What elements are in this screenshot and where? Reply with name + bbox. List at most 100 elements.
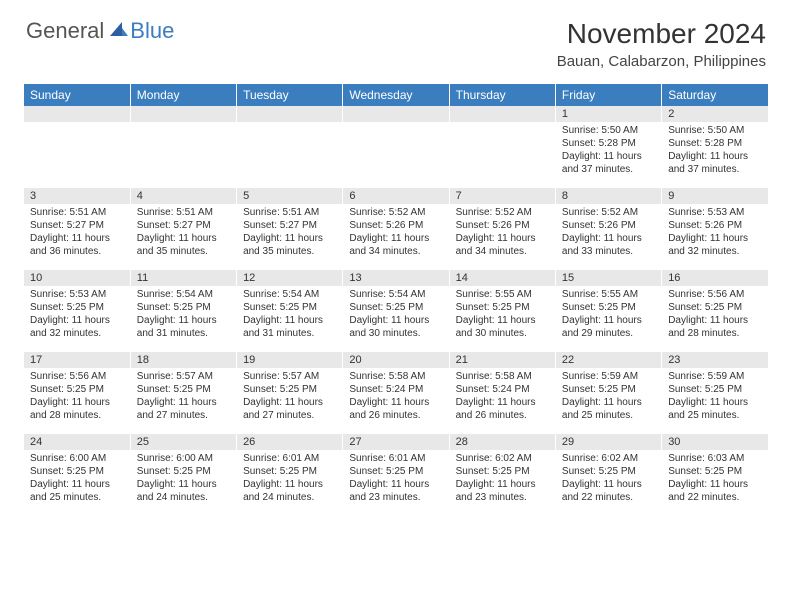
calendar-table: Sunday Monday Tuesday Wednesday Thursday… xyxy=(24,84,768,516)
sunset-text: Sunset: 5:25 PM xyxy=(137,465,230,478)
day-number: 18 xyxy=(131,352,236,368)
title-block: November 2024 Bauan, Calabarzon, Philipp… xyxy=(557,18,766,70)
daylight-text: Daylight: 11 hours and 30 minutes. xyxy=(349,314,442,340)
day-details: Sunrise: 5:54 AMSunset: 5:25 PMDaylight:… xyxy=(237,286,342,352)
calendar-cell: 25Sunrise: 6:00 AMSunset: 5:25 PMDayligh… xyxy=(130,434,236,516)
day-details: Sunrise: 6:01 AMSunset: 5:25 PMDaylight:… xyxy=(237,450,342,516)
calendar-cell: 8Sunrise: 5:52 AMSunset: 5:26 PMDaylight… xyxy=(555,188,661,270)
daylight-text: Daylight: 11 hours and 33 minutes. xyxy=(562,232,655,258)
daylight-text: Daylight: 11 hours and 23 minutes. xyxy=(456,478,549,504)
day-number xyxy=(450,106,555,122)
calendar-cell: 1Sunrise: 5:50 AMSunset: 5:28 PMDaylight… xyxy=(555,106,661,188)
day-details: Sunrise: 6:02 AMSunset: 5:25 PMDaylight:… xyxy=(556,450,661,516)
sunrise-text: Sunrise: 6:03 AM xyxy=(668,452,762,465)
calendar-cell: 17Sunrise: 5:56 AMSunset: 5:25 PMDayligh… xyxy=(24,352,130,434)
daylight-text: Daylight: 11 hours and 34 minutes. xyxy=(349,232,442,258)
empty-day xyxy=(131,122,236,188)
sunrise-text: Sunrise: 5:58 AM xyxy=(349,370,442,383)
location: Bauan, Calabarzon, Philippines xyxy=(557,53,766,70)
day-header: Monday xyxy=(130,84,236,106)
day-number: 5 xyxy=(237,188,342,204)
calendar-cell: 5Sunrise: 5:51 AMSunset: 5:27 PMDaylight… xyxy=(237,188,343,270)
day-number xyxy=(131,106,236,122)
daylight-text: Daylight: 11 hours and 25 minutes. xyxy=(668,396,762,422)
calendar-cell: 2Sunrise: 5:50 AMSunset: 5:28 PMDaylight… xyxy=(662,106,768,188)
sunrise-text: Sunrise: 5:56 AM xyxy=(668,288,762,301)
day-number: 21 xyxy=(450,352,555,368)
day-details: Sunrise: 5:50 AMSunset: 5:28 PMDaylight:… xyxy=(556,122,661,188)
day-number: 4 xyxy=(131,188,236,204)
day-number: 27 xyxy=(343,434,448,450)
sunrise-text: Sunrise: 5:54 AM xyxy=(349,288,442,301)
calendar-row: 3Sunrise: 5:51 AMSunset: 5:27 PMDaylight… xyxy=(24,188,768,270)
daylight-text: Daylight: 11 hours and 35 minutes. xyxy=(137,232,230,258)
sunset-text: Sunset: 5:25 PM xyxy=(562,301,655,314)
day-number: 12 xyxy=(237,270,342,286)
day-details: Sunrise: 5:53 AMSunset: 5:25 PMDaylight:… xyxy=(24,286,130,352)
sunrise-text: Sunrise: 5:50 AM xyxy=(562,124,655,137)
sunset-text: Sunset: 5:24 PM xyxy=(456,383,549,396)
calendar-cell: 23Sunrise: 5:59 AMSunset: 5:25 PMDayligh… xyxy=(662,352,768,434)
calendar-cell xyxy=(237,106,343,188)
daylight-text: Daylight: 11 hours and 37 minutes. xyxy=(668,150,762,176)
sunrise-text: Sunrise: 5:52 AM xyxy=(456,206,549,219)
empty-day xyxy=(343,122,448,188)
day-details: Sunrise: 5:53 AMSunset: 5:26 PMDaylight:… xyxy=(662,204,768,270)
calendar-cell: 20Sunrise: 5:58 AMSunset: 5:24 PMDayligh… xyxy=(343,352,449,434)
empty-day xyxy=(450,122,555,188)
day-header: Sunday xyxy=(24,84,130,106)
day-details: Sunrise: 5:57 AMSunset: 5:25 PMDaylight:… xyxy=(237,368,342,434)
calendar-cell: 22Sunrise: 5:59 AMSunset: 5:25 PMDayligh… xyxy=(555,352,661,434)
daylight-text: Daylight: 11 hours and 27 minutes. xyxy=(137,396,230,422)
daylight-text: Daylight: 11 hours and 24 minutes. xyxy=(243,478,336,504)
sunset-text: Sunset: 5:25 PM xyxy=(668,301,762,314)
logo-text-blue: Blue xyxy=(130,18,174,44)
day-number xyxy=(24,106,130,122)
day-number: 25 xyxy=(131,434,236,450)
daylight-text: Daylight: 11 hours and 22 minutes. xyxy=(668,478,762,504)
calendar-cell: 27Sunrise: 6:01 AMSunset: 5:25 PMDayligh… xyxy=(343,434,449,516)
sunset-text: Sunset: 5:25 PM xyxy=(349,465,442,478)
calendar-cell: 28Sunrise: 6:02 AMSunset: 5:25 PMDayligh… xyxy=(449,434,555,516)
calendar-cell xyxy=(449,106,555,188)
calendar-cell xyxy=(343,106,449,188)
daylight-text: Daylight: 11 hours and 26 minutes. xyxy=(349,396,442,422)
sunrise-text: Sunrise: 5:51 AM xyxy=(137,206,230,219)
sunset-text: Sunset: 5:25 PM xyxy=(137,383,230,396)
day-details: Sunrise: 5:58 AMSunset: 5:24 PMDaylight:… xyxy=(343,368,448,434)
empty-day xyxy=(237,122,342,188)
sunset-text: Sunset: 5:27 PM xyxy=(243,219,336,232)
sunset-text: Sunset: 5:25 PM xyxy=(349,301,442,314)
day-number: 16 xyxy=(662,270,768,286)
day-header: Thursday xyxy=(449,84,555,106)
logo: General Blue xyxy=(26,18,174,44)
calendar-cell: 16Sunrise: 5:56 AMSunset: 5:25 PMDayligh… xyxy=(662,270,768,352)
sunset-text: Sunset: 5:27 PM xyxy=(137,219,230,232)
calendar-cell xyxy=(24,106,130,188)
day-details: Sunrise: 5:59 AMSunset: 5:25 PMDaylight:… xyxy=(556,368,661,434)
day-details: Sunrise: 6:00 AMSunset: 5:25 PMDaylight:… xyxy=(131,450,236,516)
day-header: Wednesday xyxy=(343,84,449,106)
calendar-cell: 29Sunrise: 6:02 AMSunset: 5:25 PMDayligh… xyxy=(555,434,661,516)
sunset-text: Sunset: 5:24 PM xyxy=(349,383,442,396)
sunrise-text: Sunrise: 5:59 AM xyxy=(562,370,655,383)
sunset-text: Sunset: 5:25 PM xyxy=(243,301,336,314)
sunset-text: Sunset: 5:27 PM xyxy=(30,219,124,232)
day-header-row: Sunday Monday Tuesday Wednesday Thursday… xyxy=(24,84,768,106)
day-number: 7 xyxy=(450,188,555,204)
calendar-cell: 24Sunrise: 6:00 AMSunset: 5:25 PMDayligh… xyxy=(24,434,130,516)
day-number: 9 xyxy=(662,188,768,204)
day-number: 15 xyxy=(556,270,661,286)
day-number: 23 xyxy=(662,352,768,368)
day-details: Sunrise: 5:59 AMSunset: 5:25 PMDaylight:… xyxy=(662,368,768,434)
sunrise-text: Sunrise: 5:54 AM xyxy=(243,288,336,301)
daylight-text: Daylight: 11 hours and 35 minutes. xyxy=(243,232,336,258)
calendar-cell: 12Sunrise: 5:54 AMSunset: 5:25 PMDayligh… xyxy=(237,270,343,352)
calendar-cell: 6Sunrise: 5:52 AMSunset: 5:26 PMDaylight… xyxy=(343,188,449,270)
calendar-cell: 14Sunrise: 5:55 AMSunset: 5:25 PMDayligh… xyxy=(449,270,555,352)
sunrise-text: Sunrise: 5:57 AM xyxy=(243,370,336,383)
sunset-text: Sunset: 5:25 PM xyxy=(30,465,124,478)
sunrise-text: Sunrise: 6:00 AM xyxy=(137,452,230,465)
sunrise-text: Sunrise: 5:52 AM xyxy=(349,206,442,219)
day-number: 28 xyxy=(450,434,555,450)
